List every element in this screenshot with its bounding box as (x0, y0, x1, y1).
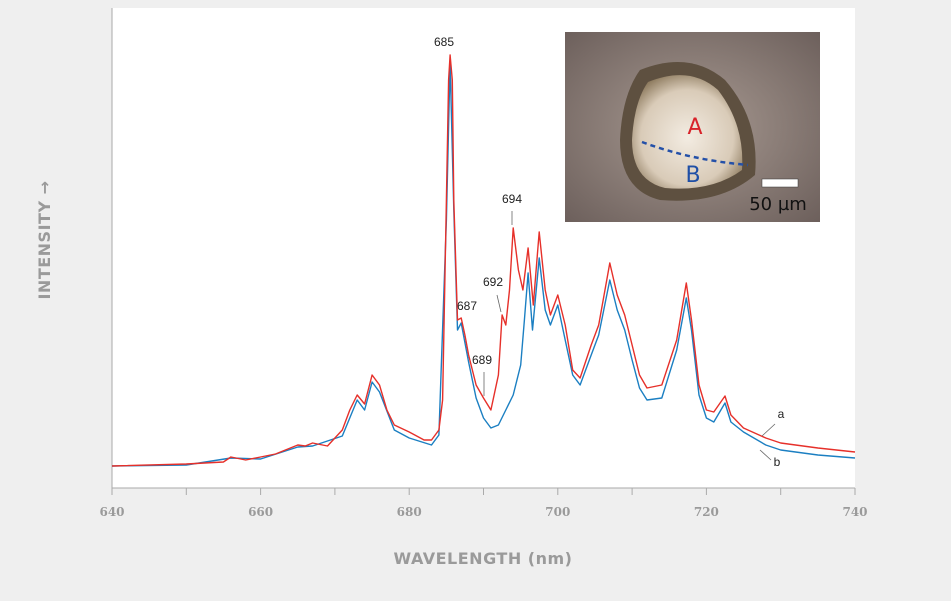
peak-annotation: 685 (434, 35, 454, 49)
inset-label-a: A (687, 115, 702, 140)
peak-annotation: 692 (483, 275, 503, 289)
peak-annotation: a (778, 407, 785, 421)
x-axis-title: WAVELENGTH (nm) (394, 549, 573, 568)
x-tick-label: 660 (248, 505, 273, 519)
photo-boundary (641, 140, 749, 167)
scale-bar (761, 178, 799, 188)
peak-annotation: 694 (502, 192, 522, 206)
inset-label-b: B (685, 163, 700, 188)
spectrum-line (111, 54, 856, 467)
annotation-leader (761, 423, 776, 437)
inset-scale-label: 50 µm (749, 194, 807, 215)
x-tick-label: 640 (99, 505, 124, 519)
annotation-leader (759, 449, 772, 461)
peak-annotation: 687 (457, 299, 477, 313)
y-axis-title: INTENSITY → (35, 180, 54, 299)
inset-photo: A B 50 µm (565, 32, 820, 222)
x-tick-label: 680 (397, 505, 422, 519)
spectrum-line (111, 61, 856, 467)
x-tick-label: 720 (694, 505, 719, 519)
x-tick-label: 740 (842, 505, 867, 519)
peak-annotation: 689 (472, 353, 492, 367)
annotation-leader (496, 294, 502, 313)
peak-annotation: b (774, 455, 781, 469)
x-tick-label: 700 (545, 505, 570, 519)
